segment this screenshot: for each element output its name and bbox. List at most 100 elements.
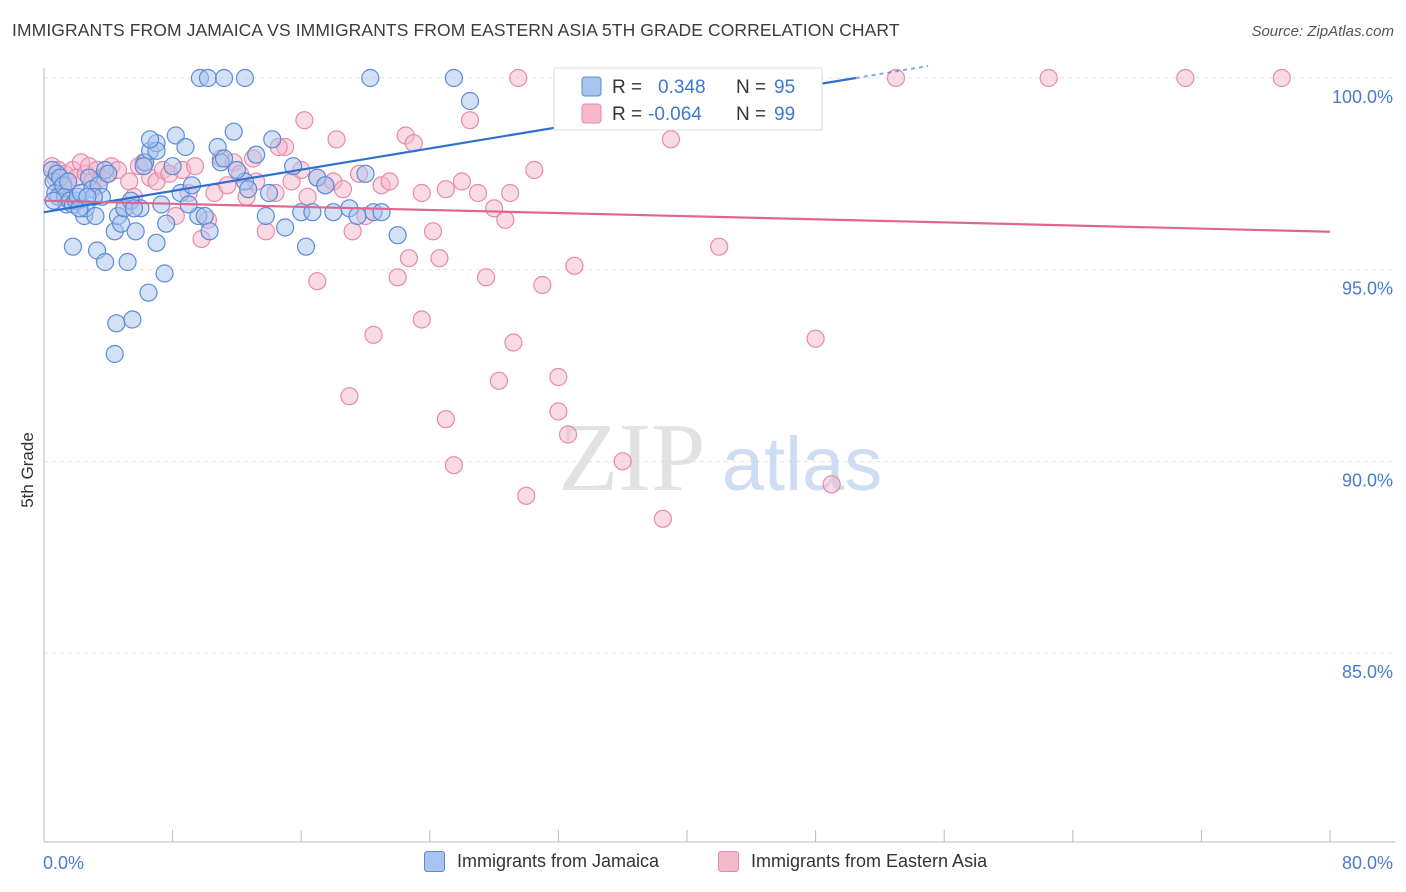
point-easia-65 bbox=[509, 68, 528, 88]
point-jamaica-28 bbox=[126, 222, 145, 241]
point-jamaica-49 bbox=[263, 130, 282, 149]
axes bbox=[43, 68, 1395, 843]
point-easia-71 bbox=[1039, 68, 1058, 88]
point-easia-98 bbox=[613, 452, 632, 471]
point-easia-81 bbox=[430, 249, 449, 268]
point-easia-18 bbox=[120, 172, 139, 191]
point-easia-63 bbox=[501, 183, 520, 203]
point-easia-70 bbox=[886, 68, 906, 88]
point-easia-91 bbox=[710, 237, 729, 256]
point-jamaica-39 bbox=[182, 176, 201, 195]
chart-title: IMMIGRANTS FROM JAMAICA VS IMMIGRANTS FR… bbox=[12, 20, 900, 40]
point-easia-85 bbox=[565, 256, 584, 275]
point-easia-95 bbox=[436, 410, 455, 429]
legend-bottom: Immigrants from Jamaica Immigrants from … bbox=[0, 851, 1406, 881]
point-jamaica-34 bbox=[157, 214, 176, 233]
point-jamaica-35 bbox=[163, 157, 182, 176]
point-jamaica-41 bbox=[195, 206, 214, 226]
legend-jamaica-r-value: 0.348 bbox=[658, 77, 706, 98]
legend-top: R = 0.348 N = 95 R = -0.064 N = 99 bbox=[553, 67, 823, 131]
point-jamaica-67 bbox=[118, 252, 137, 272]
point-jamaica-42 bbox=[200, 222, 219, 241]
y-tick-label-1: 95.0% bbox=[1342, 279, 1393, 299]
point-easia-83 bbox=[476, 268, 496, 287]
point-jamaica-84 bbox=[259, 183, 279, 203]
point-easia-39 bbox=[256, 222, 275, 241]
point-jamaica-18 bbox=[86, 206, 105, 226]
point-easia-92 bbox=[489, 371, 509, 390]
legend-jamaica-bottom-swatch bbox=[424, 851, 445, 872]
point-jamaica-79 bbox=[460, 91, 480, 111]
legend-easia-n-value: 99 bbox=[774, 104, 795, 125]
point-jamaica-45 bbox=[214, 149, 234, 168]
point-jamaica-62 bbox=[372, 203, 391, 222]
point-jamaica-94 bbox=[147, 233, 166, 252]
point-easia-76 bbox=[295, 111, 314, 130]
point-jamaica-48 bbox=[256, 206, 275, 226]
legend-jamaica-r-label: R = bbox=[612, 77, 642, 98]
point-jamaica-69 bbox=[155, 264, 174, 283]
point-jamaica-63 bbox=[388, 226, 407, 245]
point-easia-102 bbox=[822, 475, 841, 494]
point-jamaica-77 bbox=[361, 68, 380, 88]
point-easia-96 bbox=[549, 402, 568, 421]
point-jamaica-64 bbox=[63, 237, 83, 256]
watermark-zip: ZIP bbox=[559, 404, 706, 512]
point-jamaica-71 bbox=[123, 310, 142, 329]
point-jamaica-53 bbox=[296, 237, 316, 256]
point-easia-100 bbox=[517, 486, 536, 505]
point-easia-99 bbox=[444, 456, 464, 475]
point-jamaica-56 bbox=[316, 176, 335, 195]
point-easia-86 bbox=[308, 272, 327, 291]
legend-item-jamaica[interactable]: Immigrants from Jamaica bbox=[424, 851, 659, 872]
point-jamaica-78 bbox=[444, 68, 464, 88]
point-easia-77 bbox=[327, 130, 346, 149]
point-jamaica-47 bbox=[239, 180, 258, 199]
point-easia-75 bbox=[460, 111, 480, 130]
point-easia-74 bbox=[661, 130, 681, 149]
legend-easia-n-label: N = bbox=[736, 104, 766, 125]
point-jamaica-74 bbox=[198, 68, 218, 88]
source-credit: Source: ZipAtlas.com bbox=[1251, 23, 1394, 40]
point-easia-72 bbox=[1176, 68, 1195, 88]
point-jamaica-22 bbox=[99, 164, 118, 183]
legend-jamaica-label: Immigrants from Jamaica bbox=[457, 851, 660, 871]
point-jamaica-66 bbox=[95, 252, 115, 272]
point-easia-57 bbox=[423, 222, 443, 241]
point-jamaica-70 bbox=[107, 314, 126, 333]
y-tick-label-3: 85.0% bbox=[1342, 662, 1393, 682]
legend-jamaica-swatch bbox=[581, 76, 602, 97]
point-jamaica-50 bbox=[276, 218, 295, 237]
watermark-atlas: atlas bbox=[722, 422, 883, 507]
point-easia-90 bbox=[806, 329, 825, 348]
zipatlas-watermark: ZIP atlas bbox=[559, 404, 883, 512]
legend-easia-bottom-swatch bbox=[718, 851, 739, 872]
point-easia-59 bbox=[452, 172, 472, 191]
point-jamaica-88 bbox=[59, 172, 78, 191]
point-jamaica-68 bbox=[139, 283, 158, 302]
point-easia-80 bbox=[399, 249, 419, 268]
legend-easia-r-label: R = bbox=[612, 104, 642, 125]
point-easia-94 bbox=[340, 387, 359, 406]
point-easia-88 bbox=[504, 333, 523, 352]
point-jamaica-75 bbox=[214, 68, 234, 88]
legend-easia-label: Immigrants from Eastern Asia bbox=[751, 851, 988, 871]
point-easia-48 bbox=[333, 180, 353, 199]
point-jamaica-38 bbox=[176, 137, 195, 157]
trendline-easia bbox=[43, 199, 1331, 233]
point-easia-73 bbox=[1272, 68, 1291, 88]
point-jamaica-59 bbox=[348, 206, 367, 226]
point-jamaica-72 bbox=[105, 344, 124, 364]
point-easia-44 bbox=[298, 187, 317, 206]
y-tick-labels: 100.0% 95.0% 90.0% 85.0% bbox=[1332, 87, 1393, 682]
point-easia-93 bbox=[549, 367, 568, 387]
y-tick-label-2: 90.0% bbox=[1342, 470, 1393, 490]
point-jamaica-90 bbox=[140, 130, 160, 149]
point-easia-62 bbox=[496, 210, 515, 229]
legend-easia-r-value: -0.064 bbox=[648, 104, 702, 125]
legend-item-easia[interactable]: Immigrants from Eastern Asia bbox=[718, 851, 987, 872]
x-tick-label-min: 0.0% bbox=[43, 853, 85, 873]
point-easia-49 bbox=[343, 222, 362, 241]
legend-jamaica-n-label: N = bbox=[736, 77, 766, 98]
point-easia-60 bbox=[468, 183, 488, 203]
